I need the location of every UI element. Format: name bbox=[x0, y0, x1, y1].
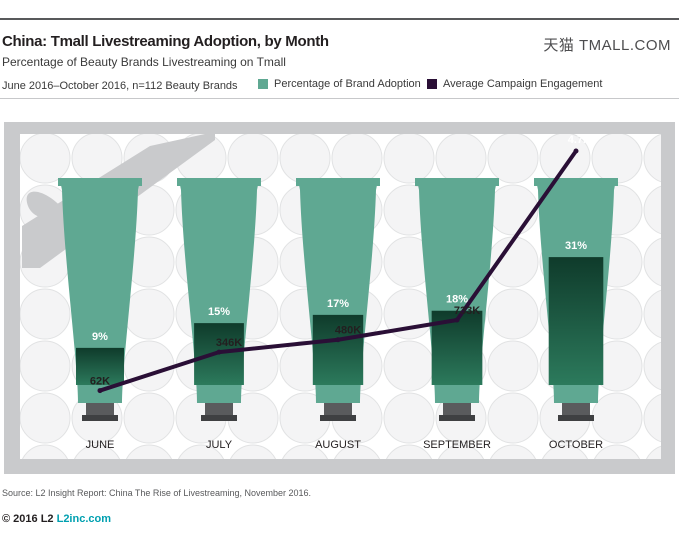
engagement-point bbox=[335, 337, 341, 343]
pattern-circle bbox=[386, 444, 432, 459]
chart-title: China: Tmall Livestreaming Adoption, by … bbox=[2, 33, 329, 50]
tube-cap-base bbox=[558, 415, 594, 421]
category-label: AUGUST bbox=[315, 439, 361, 451]
chart-subtitle: Percentage of Beauty Brands Livestreamin… bbox=[2, 55, 286, 69]
pattern-circle bbox=[383, 340, 435, 392]
bar-june bbox=[75, 347, 125, 385]
tube-cap bbox=[443, 403, 471, 415]
legend-engagement-swatch bbox=[427, 79, 437, 89]
pattern-circle bbox=[20, 134, 71, 184]
pattern-circle bbox=[487, 134, 539, 184]
pattern-circle bbox=[643, 185, 661, 235]
pattern-circle bbox=[230, 444, 276, 459]
pattern-circle bbox=[20, 288, 71, 340]
tube-cap bbox=[562, 403, 590, 415]
pattern-circle bbox=[22, 444, 68, 459]
pattern-circle bbox=[435, 134, 487, 184]
pattern-circle bbox=[487, 392, 539, 444]
pattern-circle bbox=[331, 134, 383, 184]
pattern-circle bbox=[178, 444, 224, 459]
percent-label: 17% bbox=[327, 298, 349, 310]
bar-october bbox=[548, 257, 604, 385]
engagement-point bbox=[216, 349, 222, 355]
percent-label: 18% bbox=[446, 294, 468, 306]
pattern-circle bbox=[487, 288, 539, 340]
pattern-circle bbox=[643, 289, 661, 339]
percent-label: 31% bbox=[565, 240, 587, 252]
tube-crimp bbox=[415, 178, 499, 186]
pattern-circle bbox=[490, 444, 536, 459]
tube-crimp bbox=[58, 178, 142, 186]
pattern-circle bbox=[643, 134, 661, 183]
tube-cap bbox=[205, 403, 233, 415]
tube-crimp bbox=[534, 178, 618, 186]
pattern-circle bbox=[123, 392, 175, 444]
pattern-circle bbox=[279, 134, 331, 184]
pattern-circle bbox=[487, 184, 539, 236]
tube-crimp bbox=[177, 178, 261, 186]
tube-cap bbox=[86, 403, 114, 415]
engagement-label: 4.7M bbox=[568, 134, 592, 146]
pattern-circle bbox=[20, 340, 71, 392]
copyright-text: © 2016 L2 bbox=[2, 513, 54, 525]
pattern-circle bbox=[123, 340, 175, 392]
tube-cap-base bbox=[320, 415, 356, 421]
pattern-circle bbox=[643, 237, 661, 287]
category-label: SEPTEMBER bbox=[423, 439, 491, 451]
pattern-circle bbox=[542, 444, 588, 459]
pattern-circle bbox=[487, 340, 539, 392]
engagement-label: 346K bbox=[216, 337, 242, 349]
pattern-circle bbox=[591, 392, 643, 444]
bar-august bbox=[312, 314, 364, 385]
pattern-circle bbox=[74, 444, 120, 459]
tube-cap-base bbox=[201, 415, 237, 421]
tmall-logo: 天猫 TMALL.COM bbox=[543, 37, 671, 54]
engagement-point bbox=[573, 148, 579, 154]
legend-adoption-label: Percentage of Brand Adoption bbox=[274, 78, 421, 90]
pattern-circle bbox=[438, 444, 484, 459]
tube-cap-base bbox=[439, 415, 475, 421]
pattern-circle bbox=[383, 134, 435, 184]
pattern-circle bbox=[646, 445, 661, 459]
engagement-label: 62K bbox=[90, 376, 110, 388]
tube-june bbox=[60, 180, 140, 403]
pattern-circle bbox=[591, 134, 643, 184]
pattern-circle bbox=[126, 444, 172, 459]
chart-meta: June 2016–October 2016, n=112 Beauty Bra… bbox=[2, 80, 238, 92]
engagement-label: 480K bbox=[335, 325, 361, 337]
category-label: OCTOBER bbox=[549, 439, 603, 451]
tube-cap-base bbox=[82, 415, 118, 421]
category-label: JUNE bbox=[86, 439, 115, 451]
tube-crimp bbox=[296, 178, 380, 186]
labels-group: 9% JUNE 15% JULY 17% AUGUST 18% SEPTEMBER 31% OCT… bbox=[86, 134, 604, 451]
engagement-point bbox=[97, 388, 103, 394]
pattern-circle bbox=[20, 392, 71, 444]
site-link[interactable]: L2inc.com bbox=[56, 513, 111, 525]
engagement-series bbox=[97, 148, 579, 394]
percent-label: 15% bbox=[208, 306, 230, 318]
pattern-circle bbox=[594, 444, 640, 459]
pattern-circle bbox=[643, 341, 661, 391]
source-note: Source: L2 Insight Report: China The Ris… bbox=[2, 488, 311, 498]
legend-engagement-label: Average Campaign Engagement bbox=[443, 78, 603, 90]
pattern-circle bbox=[282, 444, 328, 459]
legend-engagement: Average Campaign Engagement bbox=[427, 78, 602, 90]
tube-cap bbox=[324, 403, 352, 415]
category-label: JULY bbox=[206, 439, 233, 451]
bars-group bbox=[58, 178, 618, 421]
legend-adoption-swatch bbox=[258, 79, 268, 89]
header-rule bbox=[0, 98, 679, 99]
pattern-circle bbox=[643, 393, 661, 443]
legend-adoption: Percentage of Brand Adoption bbox=[258, 78, 421, 90]
pattern-circle bbox=[123, 288, 175, 340]
top-rule bbox=[0, 18, 679, 20]
pattern-circle bbox=[227, 134, 279, 184]
pattern-circle bbox=[334, 444, 380, 459]
engagement-point bbox=[454, 317, 460, 323]
engagement-label: 733K bbox=[454, 305, 480, 317]
adoption-chart: 9% JUNE 15% JULY 17% AUGUST 18% SEPTEMBER 31% OCT… bbox=[4, 122, 675, 474]
pattern-circle bbox=[383, 392, 435, 444]
percent-label: 9% bbox=[92, 331, 108, 343]
copyright-line: © 2016 L2 L2inc.com bbox=[2, 513, 111, 525]
